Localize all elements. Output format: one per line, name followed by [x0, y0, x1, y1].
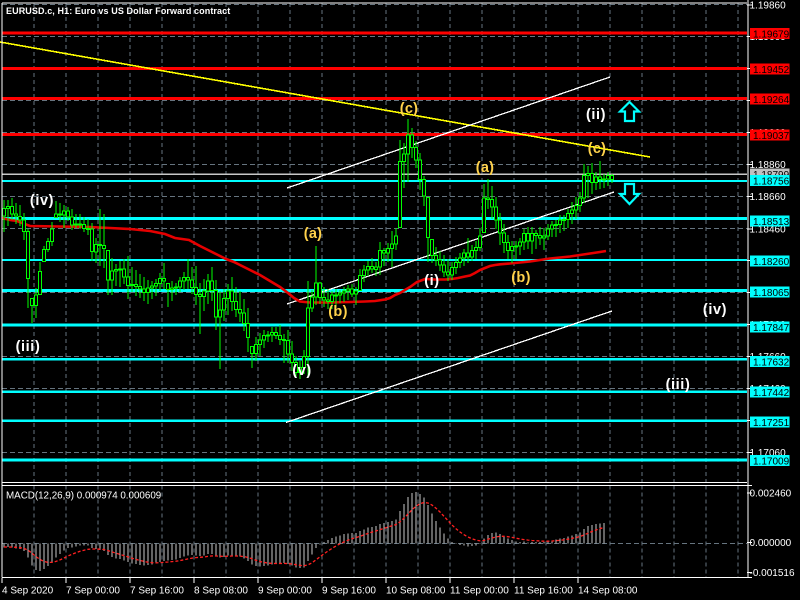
svg-text:1.18756: 1.18756 — [753, 176, 790, 187]
svg-text:(a): (a) — [304, 226, 323, 242]
svg-text:10 Sep 08:00: 10 Sep 08:00 — [386, 586, 446, 597]
svg-text:8 Sep 08:00: 8 Sep 08:00 — [194, 586, 248, 597]
svg-text:1.18065: 1.18065 — [753, 288, 790, 299]
svg-text:11 Sep 00:00: 11 Sep 00:00 — [450, 586, 509, 597]
svg-text:EURUSD.c, H1: Euro vs US Doll: EURUSD.c, H1: Euro vs US Dollar Forward … — [6, 6, 230, 16]
svg-text:(b): (b) — [328, 304, 347, 320]
svg-text:1.17847: 1.17847 — [753, 323, 790, 334]
svg-text:1.17632: 1.17632 — [753, 357, 790, 368]
svg-text:(ii): (ii) — [586, 107, 606, 123]
svg-text:1.17060: 1.17060 — [750, 448, 787, 459]
svg-text:(iv): (iv) — [30, 193, 54, 209]
svg-text:1.17009: 1.17009 — [753, 456, 790, 467]
svg-text:11 Sep 16:00: 11 Sep 16:00 — [514, 586, 573, 597]
svg-text:0.000000: 0.000000 — [750, 538, 792, 549]
svg-text:1.17251: 1.17251 — [753, 418, 790, 429]
svg-text:1.19037: 1.19037 — [753, 131, 790, 142]
svg-text:7 Sep 00:00: 7 Sep 00:00 — [66, 586, 120, 597]
svg-text:1.19860: 1.19860 — [750, 1, 787, 12]
svg-text:9 Sep 00:00: 9 Sep 00:00 — [258, 586, 312, 597]
svg-text:1.18260: 1.18260 — [753, 257, 790, 268]
svg-text:(iii): (iii) — [16, 339, 41, 355]
svg-text:(iv): (iv) — [703, 302, 727, 318]
svg-text:(iii): (iii) — [666, 377, 691, 393]
svg-text:1.19264: 1.19264 — [753, 95, 790, 106]
svg-text:1.17442: 1.17442 — [753, 388, 790, 399]
svg-text:1.18660: 1.18660 — [750, 192, 787, 203]
svg-text:1.18513: 1.18513 — [753, 217, 790, 228]
svg-text:(i): (i) — [424, 273, 440, 289]
svg-text:7 Sep 16:00: 7 Sep 16:00 — [130, 586, 184, 597]
svg-text:14 Sep 08:00: 14 Sep 08:00 — [578, 586, 638, 597]
svg-text:1.18460: 1.18460 — [750, 225, 787, 236]
svg-text:(c): (c) — [588, 141, 607, 157]
svg-text:1.19679: 1.19679 — [753, 29, 790, 40]
svg-text:-0.001516: -0.001516 — [750, 568, 795, 579]
svg-text:9 Sep 16:00: 9 Sep 16:00 — [322, 586, 376, 597]
svg-text:(v): (v) — [292, 363, 312, 379]
svg-text:(a): (a) — [476, 160, 495, 176]
svg-text:MACD(12,26,9) 0.000974 0.00060: MACD(12,26,9) 0.000974 0.000609 — [6, 491, 161, 502]
svg-text:(b): (b) — [511, 270, 530, 286]
svg-text:(c): (c) — [400, 101, 419, 117]
svg-text:4 Sep 2020: 4 Sep 2020 — [2, 586, 54, 597]
svg-text:1.18860: 1.18860 — [750, 160, 787, 171]
svg-text:1.19452: 1.19452 — [753, 65, 790, 76]
svg-text:0.002460: 0.002460 — [750, 489, 792, 500]
